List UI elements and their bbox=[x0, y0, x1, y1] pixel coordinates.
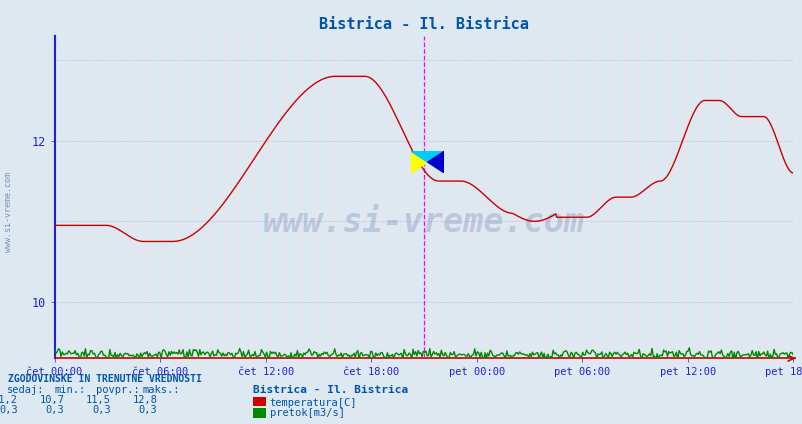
Text: www.si-vreme.com: www.si-vreme.com bbox=[3, 172, 13, 252]
Text: povpr.:: povpr.: bbox=[96, 385, 140, 396]
Text: 10,7: 10,7 bbox=[39, 395, 64, 405]
Title: Bistrica - Il. Bistrica: Bistrica - Il. Bistrica bbox=[318, 17, 529, 32]
Text: 0,3: 0,3 bbox=[139, 405, 157, 416]
Text: pretok[m3/s]: pretok[m3/s] bbox=[269, 408, 344, 418]
Text: www.si-vreme.com: www.si-vreme.com bbox=[263, 206, 584, 240]
Text: sedaj:: sedaj: bbox=[6, 385, 44, 396]
Text: ZGODOVINSKE IN TRENUTNE VREDNOSTI: ZGODOVINSKE IN TRENUTNE VREDNOSTI bbox=[8, 374, 201, 385]
Text: temperatura[C]: temperatura[C] bbox=[269, 398, 357, 408]
Text: min.:: min.: bbox=[55, 385, 86, 396]
Text: 11,2: 11,2 bbox=[0, 395, 18, 405]
Text: 0,3: 0,3 bbox=[46, 405, 64, 416]
Text: Bistrica - Il. Bistrica: Bistrica - Il. Bistrica bbox=[253, 385, 407, 396]
Text: 0,3: 0,3 bbox=[92, 405, 111, 416]
Text: maks.:: maks.: bbox=[143, 385, 180, 396]
Text: 0,3: 0,3 bbox=[0, 405, 18, 416]
Text: 12,8: 12,8 bbox=[132, 395, 157, 405]
Text: 11,5: 11,5 bbox=[86, 395, 111, 405]
